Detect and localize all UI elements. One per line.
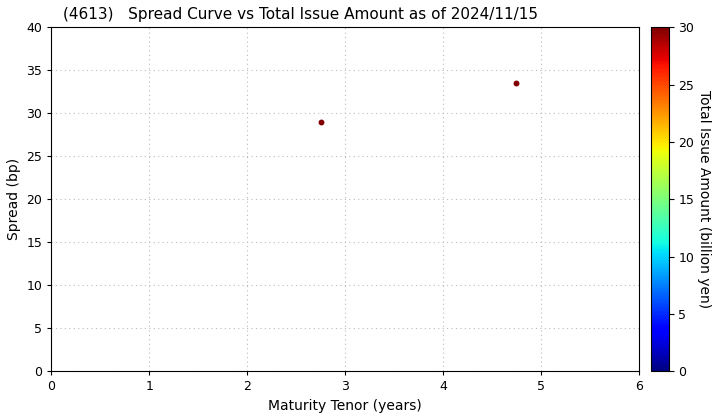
Y-axis label: Total Issue Amount (billion yen): Total Issue Amount (billion yen) [697, 90, 711, 308]
Point [510, 80, 522, 87]
Text: (4613)   Spread Curve vs Total Issue Amount as of 2024/11/15: (4613) Spread Curve vs Total Issue Amoun… [63, 7, 538, 22]
Point [315, 118, 326, 125]
Y-axis label: Spread (bp): Spread (bp) [7, 158, 21, 240]
X-axis label: Maturity Tenor (years): Maturity Tenor (years) [269, 399, 422, 413]
